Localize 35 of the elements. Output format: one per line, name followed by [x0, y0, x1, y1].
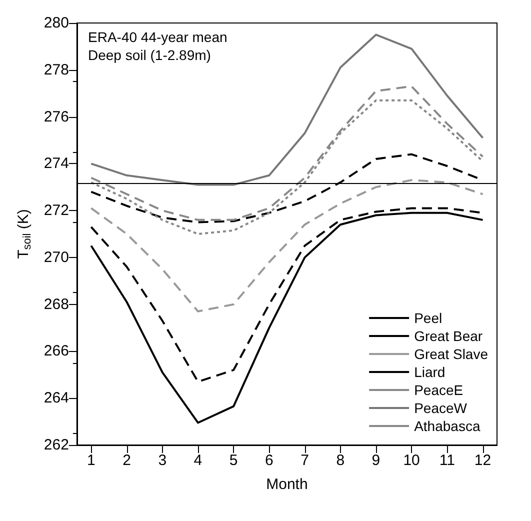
y-tick-label: 278: [44, 61, 69, 78]
legend-label: Great Bear: [414, 328, 483, 344]
line-series: [90, 179, 484, 312]
y-axis-title: Tsoil (K): [15, 209, 34, 259]
y-tick-label: 276: [44, 108, 69, 126]
line-series: [90, 34, 484, 186]
x-tick-label: 5: [229, 452, 238, 469]
x-axis-title: Month: [266, 476, 308, 493]
x-tick-label: 2: [122, 452, 131, 469]
y-tick-label: 270: [44, 248, 69, 266]
legend-label: PeaceW: [414, 400, 468, 416]
annotation: Deep soil (1-2.89m): [88, 47, 211, 63]
x-tick-label: 1: [86, 452, 96, 469]
legend-label: Liard: [414, 364, 446, 380]
y-tick-label: 264: [44, 390, 69, 407]
y-tick-label: 274: [44, 155, 69, 172]
x-tick-label: 3: [158, 452, 167, 469]
annotation: ERA-40 44-year mean: [88, 29, 228, 45]
x-tick-label: 4: [194, 452, 202, 469]
x-tick-label: 7: [300, 452, 309, 469]
x-tick-label: 12: [474, 452, 492, 469]
x-tick-label: 9: [372, 452, 380, 469]
x-tick-label: 6: [264, 452, 274, 469]
y-tick-label: 262: [44, 436, 69, 454]
legend-label: Peel: [414, 310, 442, 326]
y-tick-label: 280: [44, 14, 69, 32]
x-tick-label: 10: [403, 452, 420, 469]
y-tick-label: 272: [44, 202, 69, 220]
legend-label: PeaceE: [414, 382, 464, 398]
legend-label: Great Slave: [414, 346, 488, 362]
x-tick-label: 11: [439, 452, 455, 469]
y-tick-label: 266: [44, 342, 69, 360]
legend-label: Athabasca: [414, 418, 480, 434]
x-tick-label: 8: [336, 452, 345, 469]
y-tick-label: 268: [44, 296, 69, 313]
